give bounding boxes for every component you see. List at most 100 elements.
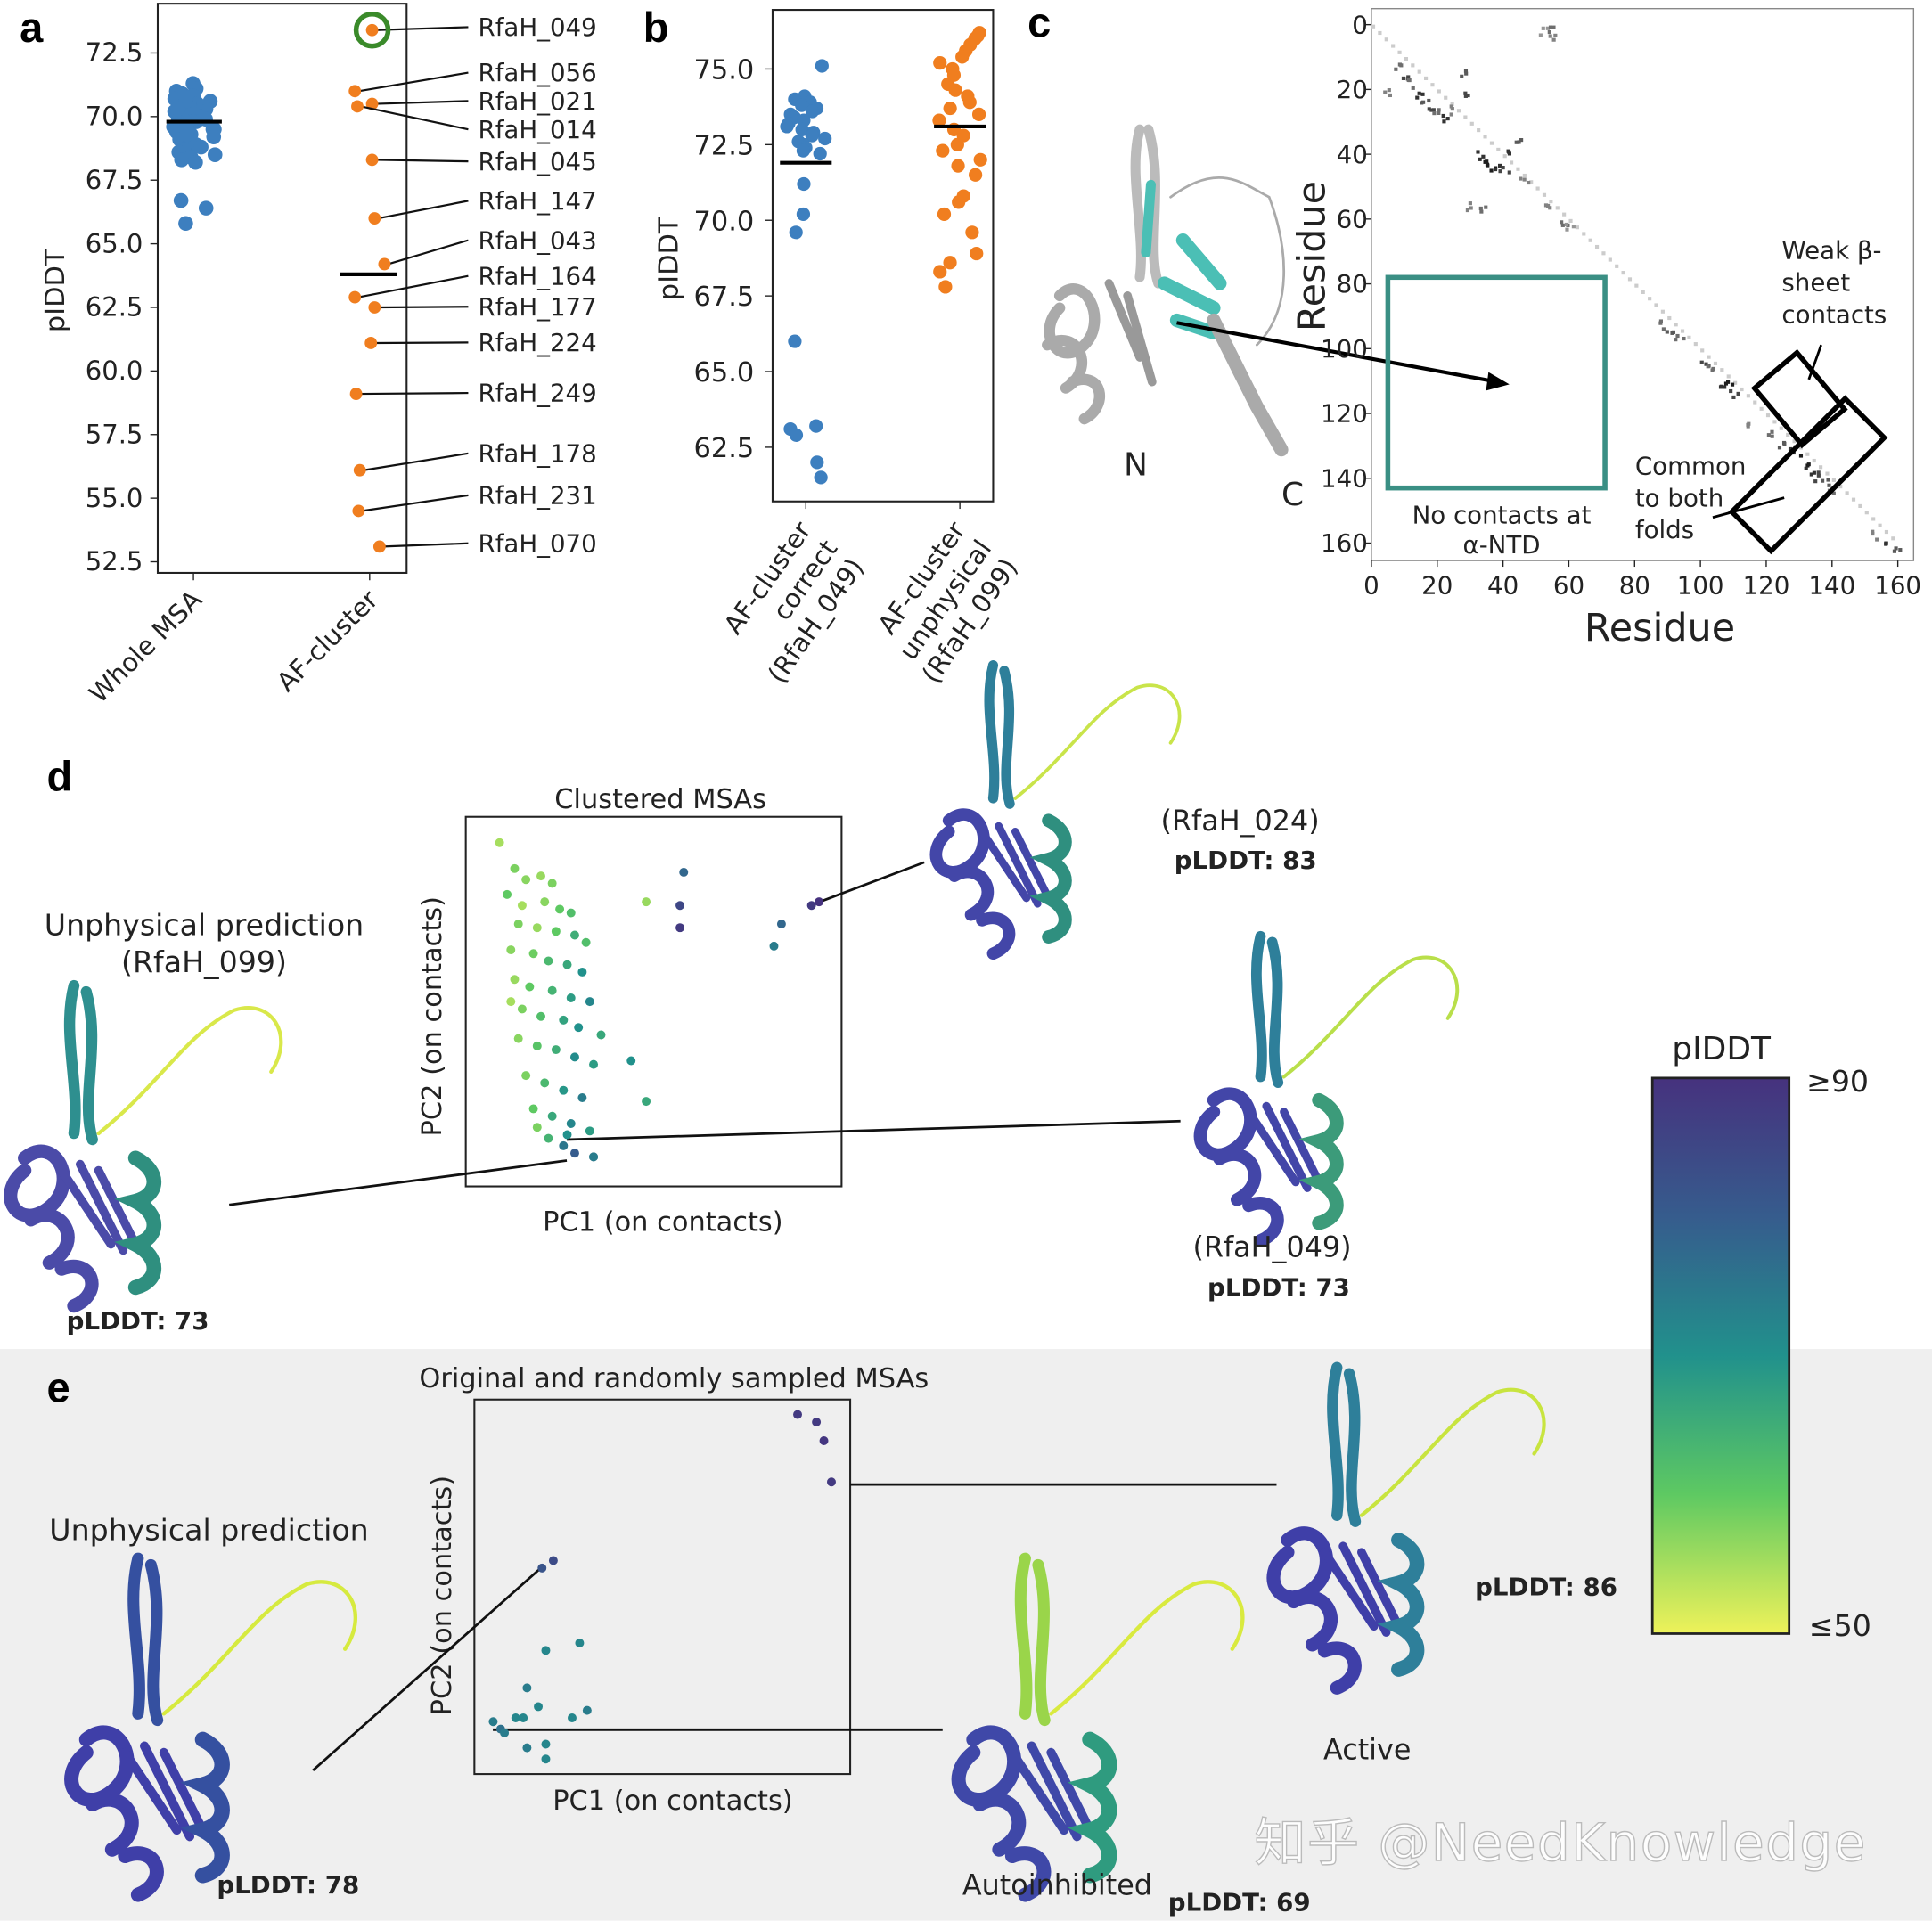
protein-structures [4,660,1546,1902]
y-tick-label: 160 [1321,528,1368,558]
contact-cell [1571,225,1576,229]
contact-diagonal-cell [1502,154,1507,159]
unphysical-point [973,152,987,167]
contact-diagonal-cell [1660,309,1665,314]
y-tick-label: 65.0 [694,357,755,388]
msa-point [793,1410,802,1419]
contact-cell [1731,395,1736,400]
y-tick-label: 65.0 [86,228,143,258]
whole-msa-point [198,200,214,216]
contact-cell [1514,140,1519,144]
contact-diagonal-cell [1786,432,1790,437]
msa-point [589,1059,599,1069]
contact-cell [1548,25,1553,29]
linker-loop [1281,955,1460,1079]
contact-diagonal-cell [1740,387,1744,392]
contact-cell [1826,478,1830,482]
beta-sheet [1007,1741,1095,1842]
linker-loop [161,1580,357,1716]
rfah-049-title: (RfaH_049) [1192,1231,1352,1264]
af-cluster-point-label: RfaH_147 [478,186,596,216]
beta-hairpin [984,660,1015,809]
rfah-024-title: (RfaH_024) [1160,805,1320,838]
callout-line [358,274,469,298]
msa-point [513,1034,523,1043]
contact-cell [1441,113,1445,119]
contact-cell [1898,548,1903,552]
x-tick-label: 60 [1553,570,1584,600]
no-contacts-annotation: No contacts at α-NTD [1412,500,1592,560]
contact-diagonal-cell [1627,277,1633,282]
contact-cell [1661,327,1666,331]
contact-cell [1483,159,1487,164]
contact-cell [1420,92,1425,96]
contact-cell [1519,176,1523,181]
msa-point [510,863,520,873]
correct-point [813,146,827,161]
contact-diagonal-cell [1437,89,1441,94]
callout-line [375,159,469,163]
contact-diagonal-cell [1851,497,1856,502]
msa-point [517,901,527,911]
contact-cell [1812,470,1816,475]
contact-diagonal-cell [1667,315,1672,321]
contact-diagonal-cell [1430,83,1435,87]
panel-d-axes-frame [464,815,843,1188]
active-title: Active [1323,1734,1412,1767]
msa-point [569,1149,579,1158]
msa-point [551,927,561,936]
af-cluster-point [365,23,379,37]
unphysical-point [937,207,952,222]
contact-cell [1401,76,1406,81]
af-cluster-point [351,100,364,113]
contact-cell [1437,108,1441,112]
contact-cell [1507,170,1511,175]
contact-cell [1466,93,1470,98]
msa-point [555,904,565,914]
contact-diagonal-cell [1549,200,1553,204]
msa-point [544,1133,553,1143]
af-cluster-point [348,85,362,98]
beta-hairpin [1327,1361,1362,1527]
y-tick-label: 60.0 [86,356,143,386]
contact-cell [1551,37,1556,42]
x-tick-label: 20 [1421,570,1453,600]
msa-point [528,949,538,959]
weak-contacts-annotation: Weak β- sheet contacts [1781,235,1887,330]
unphysical-point [943,101,957,116]
contact-cell [1546,203,1551,208]
msa-point [521,875,531,885]
correct-point [788,334,802,348]
msa-point [522,1683,532,1693]
af-cluster-point-label: RfaH_070 [478,528,596,558]
unphysical-point [950,137,964,151]
contact-diagonal-cell [1450,102,1454,107]
common-contacts-annotation: Common to both folds [1634,451,1747,545]
msa-point [596,1030,606,1040]
contact-diagonal-cell [1404,57,1409,61]
msa-point [806,901,816,911]
contact-cell [1711,366,1715,371]
contact-diagonal-cell [1424,76,1429,80]
contact-cell [1551,25,1556,29]
alpha-helix-domain [64,1725,164,1902]
ctd-helix [1377,1533,1425,1677]
contact-diagonal-cell [1378,30,1382,36]
y-tick-label: 0 [1352,10,1368,39]
msa-point [589,1152,599,1162]
msa-point [642,897,651,907]
ctd-helix [1068,1731,1117,1884]
msa-point [769,941,779,951]
correct-point [815,59,829,73]
unphysical-point [970,246,984,261]
msa-point [500,1728,510,1737]
contact-diagonal-cell [1594,244,1600,249]
contact-diagonal-cell [1417,69,1421,74]
contact-cell [1816,473,1821,478]
contact-cell [1517,140,1521,144]
autoinhibited-plddt: pLDDT: 69 [1167,1887,1311,1917]
contact-cell [1682,336,1686,341]
connector-line [229,1159,568,1206]
contact-cell [1804,466,1808,470]
